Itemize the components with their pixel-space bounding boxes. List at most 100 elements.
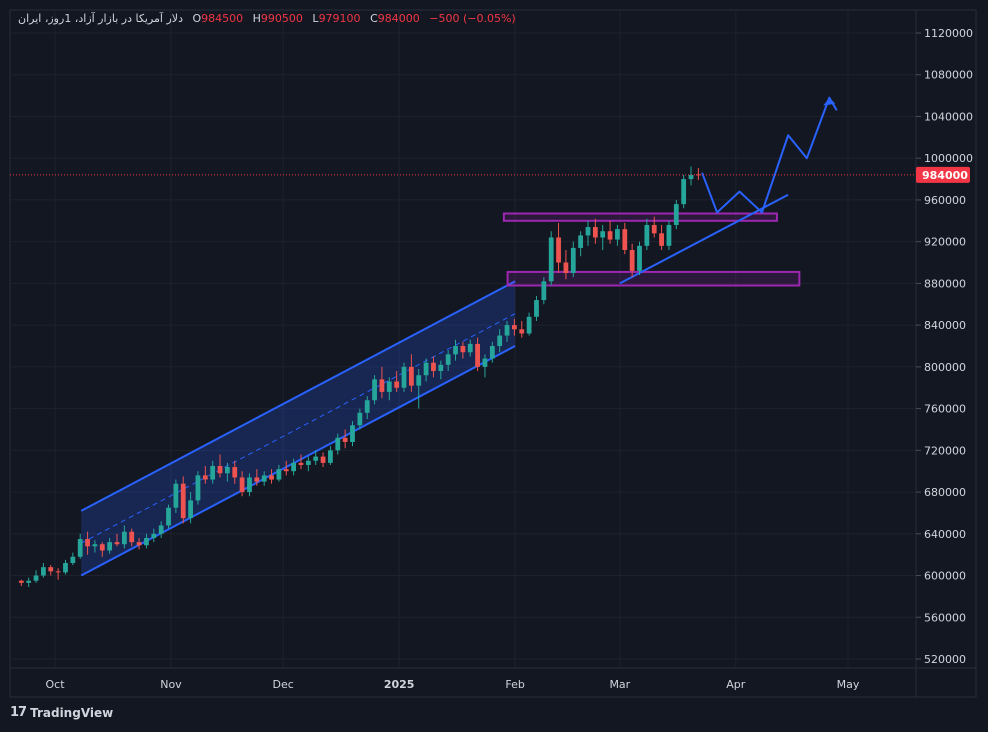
candle-body[interactable] xyxy=(548,237,554,282)
candle-body[interactable] xyxy=(276,469,282,480)
projection-path[interactable] xyxy=(701,96,838,214)
candle-body[interactable] xyxy=(166,507,171,526)
candle-body[interactable] xyxy=(482,358,488,367)
support-zone[interactable] xyxy=(502,212,778,222)
candle-body[interactable] xyxy=(600,231,606,238)
candle-body[interactable] xyxy=(217,465,223,474)
candle-body[interactable] xyxy=(202,475,208,480)
candle-body[interactable] xyxy=(615,229,620,240)
candle-body[interactable] xyxy=(99,544,105,551)
candle-body[interactable] xyxy=(261,475,267,482)
candle-body[interactable] xyxy=(438,364,444,372)
plot-area[interactable] xyxy=(10,10,916,668)
candle-body[interactable] xyxy=(320,456,326,463)
candle-body[interactable] xyxy=(651,224,657,234)
candle-body[interactable] xyxy=(585,227,591,236)
candle-body[interactable] xyxy=(298,462,304,465)
candle-body[interactable] xyxy=(489,346,495,359)
candle-body[interactable] xyxy=(291,462,297,472)
candle-body[interactable] xyxy=(180,483,186,519)
candle-body[interactable] xyxy=(77,539,83,557)
candle-body[interactable] xyxy=(283,469,289,472)
candle-body[interactable] xyxy=(357,412,363,426)
candle-body[interactable] xyxy=(401,366,407,388)
candle-body[interactable] xyxy=(541,281,547,301)
candle-body[interactable] xyxy=(504,325,510,336)
candle-body[interactable] xyxy=(210,465,216,480)
candle-body[interactable] xyxy=(158,525,164,534)
candle-body[interactable] xyxy=(379,379,385,392)
candle-body[interactable] xyxy=(629,250,635,271)
candle-body[interactable] xyxy=(41,567,46,576)
candle-body[interactable] xyxy=(637,245,642,271)
candle-body[interactable] xyxy=(335,437,341,451)
candle-body[interactable] xyxy=(526,316,532,334)
candle-body[interactable] xyxy=(121,531,127,545)
candle-body[interactable] xyxy=(107,542,113,551)
candle-body[interactable] xyxy=(622,229,628,251)
candle-body[interactable] xyxy=(386,381,392,392)
candle-body[interactable] xyxy=(497,335,503,346)
candle-body[interactable] xyxy=(416,375,422,386)
channel-upper-line[interactable] xyxy=(80,280,516,512)
candle-body[interactable] xyxy=(578,235,584,248)
candle-body[interactable] xyxy=(136,542,142,546)
candle-body[interactable] xyxy=(673,204,679,225)
candle-body[interactable] xyxy=(305,460,311,465)
candle-body[interactable] xyxy=(26,580,32,583)
candle-body[interactable] xyxy=(18,580,24,583)
candle-body[interactable] xyxy=(247,477,252,493)
candle-body[interactable] xyxy=(55,571,61,573)
candle-body[interactable] xyxy=(666,224,672,246)
candle-body[interactable] xyxy=(129,531,135,543)
candle-body[interactable] xyxy=(431,362,436,372)
candle-body[interactable] xyxy=(408,366,414,386)
candle-body[interactable] xyxy=(556,237,561,263)
candle-body[interactable] xyxy=(92,544,98,547)
candle-body[interactable] xyxy=(423,362,429,376)
candle-body[interactable] xyxy=(195,475,201,501)
candle-body[interactable] xyxy=(372,379,377,401)
candle-body[interactable] xyxy=(144,537,149,546)
candle-body[interactable] xyxy=(254,477,260,482)
channel-midline[interactable] xyxy=(80,313,516,544)
candle-body[interactable] xyxy=(63,563,68,573)
candle-body[interactable] xyxy=(563,262,569,273)
candle-body[interactable] xyxy=(328,450,333,463)
candle-body[interactable] xyxy=(173,483,179,508)
candle-body[interactable] xyxy=(313,456,319,461)
candle-body[interactable] xyxy=(688,174,694,180)
candle-body[interactable] xyxy=(224,467,230,474)
candle-body[interactable] xyxy=(644,224,650,246)
candle-body[interactable] xyxy=(342,437,348,442)
candle-body[interactable] xyxy=(460,346,466,353)
candle-body[interactable] xyxy=(269,475,274,480)
candle-body[interactable] xyxy=(350,425,355,442)
candle-body[interactable] xyxy=(607,231,613,240)
candle-body[interactable] xyxy=(394,381,400,388)
tradingview-brand[interactable]: 17 TradingView xyxy=(10,705,113,720)
candle-body[interactable] xyxy=(659,233,664,246)
candle-body[interactable] xyxy=(519,329,525,334)
candle-body[interactable] xyxy=(151,533,157,538)
candle-body[interactable] xyxy=(570,247,576,273)
support-zone[interactable] xyxy=(506,270,801,287)
candle-body[interactable] xyxy=(114,542,120,545)
candle-body[interactable] xyxy=(695,174,701,176)
candle-body[interactable] xyxy=(364,400,370,413)
candle-body[interactable] xyxy=(48,567,54,572)
candle-body[interactable] xyxy=(475,343,480,367)
candle-body[interactable] xyxy=(33,575,39,581)
candle-body[interactable] xyxy=(239,477,245,493)
candle-body[interactable] xyxy=(512,325,517,330)
candle-body[interactable] xyxy=(188,500,193,519)
candle-body[interactable] xyxy=(70,556,76,564)
candle-body[interactable] xyxy=(232,467,238,478)
candle-body[interactable] xyxy=(85,539,90,547)
candle-body[interactable] xyxy=(592,227,598,238)
candle-body[interactable] xyxy=(453,346,458,355)
candle-body[interactable] xyxy=(681,179,687,205)
candle-body[interactable] xyxy=(467,343,473,353)
candle-body[interactable] xyxy=(445,354,451,365)
